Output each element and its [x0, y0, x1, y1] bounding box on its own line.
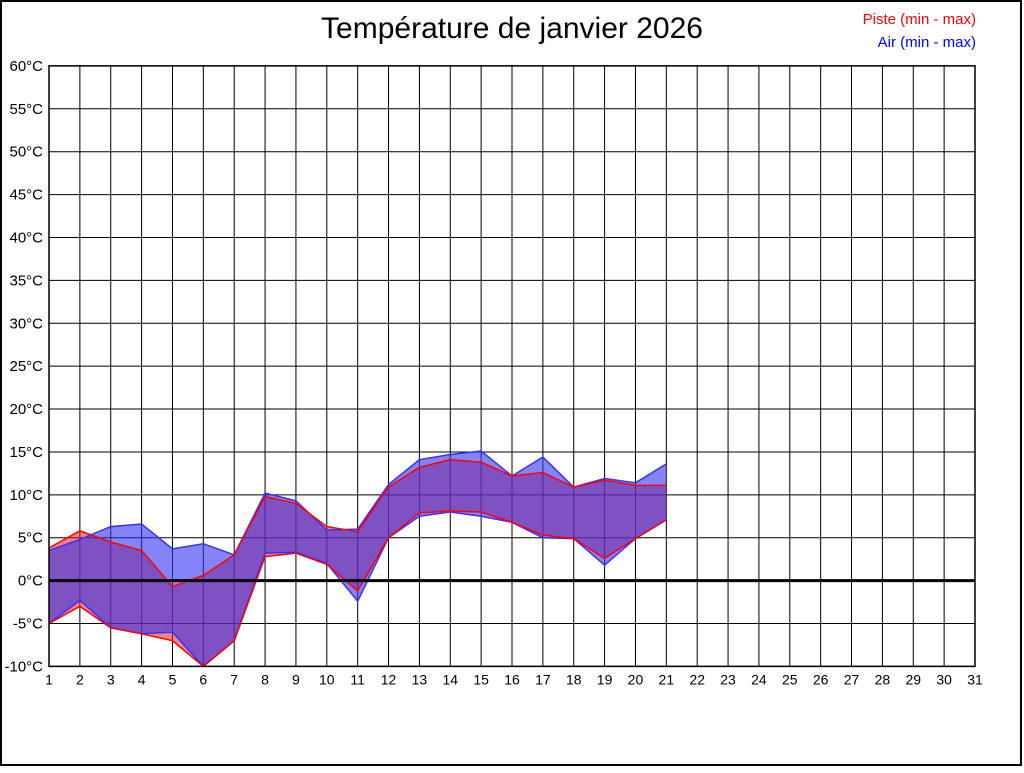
- svg-text:14: 14: [442, 671, 458, 687]
- svg-text:3: 3: [107, 671, 115, 687]
- svg-text:25: 25: [782, 671, 798, 687]
- svg-text:6: 6: [199, 671, 207, 687]
- svg-text:17: 17: [535, 671, 551, 687]
- svg-text:27: 27: [844, 671, 860, 687]
- svg-text:4: 4: [138, 671, 146, 687]
- svg-text:16: 16: [504, 671, 520, 687]
- svg-text:30°C: 30°C: [9, 315, 43, 332]
- svg-text:1: 1: [45, 671, 53, 687]
- svg-text:0°C: 0°C: [18, 573, 43, 590]
- svg-text:7: 7: [230, 671, 238, 687]
- svg-text:26: 26: [813, 671, 829, 687]
- svg-text:5°C: 5°C: [18, 530, 43, 547]
- svg-text:50°C: 50°C: [9, 144, 43, 161]
- svg-text:21: 21: [659, 671, 675, 687]
- svg-text:11: 11: [350, 671, 365, 687]
- svg-text:19: 19: [597, 671, 613, 687]
- svg-text:22: 22: [689, 671, 705, 687]
- svg-text:5: 5: [169, 671, 177, 687]
- svg-text:25°C: 25°C: [9, 358, 43, 375]
- svg-text:30: 30: [936, 671, 952, 687]
- svg-text:2: 2: [76, 671, 84, 687]
- svg-text:15: 15: [473, 671, 489, 687]
- svg-text:24: 24: [751, 671, 767, 687]
- svg-text:-5°C: -5°C: [13, 616, 43, 633]
- svg-text:18: 18: [566, 671, 582, 687]
- svg-text:9: 9: [292, 671, 300, 687]
- svg-text:28: 28: [875, 671, 891, 687]
- svg-text:29: 29: [905, 671, 921, 687]
- svg-text:45°C: 45°C: [9, 187, 43, 204]
- svg-text:10: 10: [319, 671, 335, 687]
- svg-text:35°C: 35°C: [9, 272, 43, 289]
- svg-text:31: 31: [967, 671, 983, 687]
- svg-text:20: 20: [628, 671, 644, 687]
- svg-text:60°C: 60°C: [9, 58, 43, 75]
- svg-text:8: 8: [261, 671, 269, 687]
- svg-text:40°C: 40°C: [9, 229, 43, 246]
- svg-text:12: 12: [381, 671, 397, 687]
- svg-text:13: 13: [412, 671, 428, 687]
- svg-text:10°C: 10°C: [9, 487, 43, 504]
- svg-text:23: 23: [720, 671, 736, 687]
- svg-text:-10°C: -10°C: [4, 658, 43, 675]
- svg-text:20°C: 20°C: [9, 401, 43, 418]
- svg-text:55°C: 55°C: [9, 101, 43, 118]
- svg-text:15°C: 15°C: [9, 444, 43, 461]
